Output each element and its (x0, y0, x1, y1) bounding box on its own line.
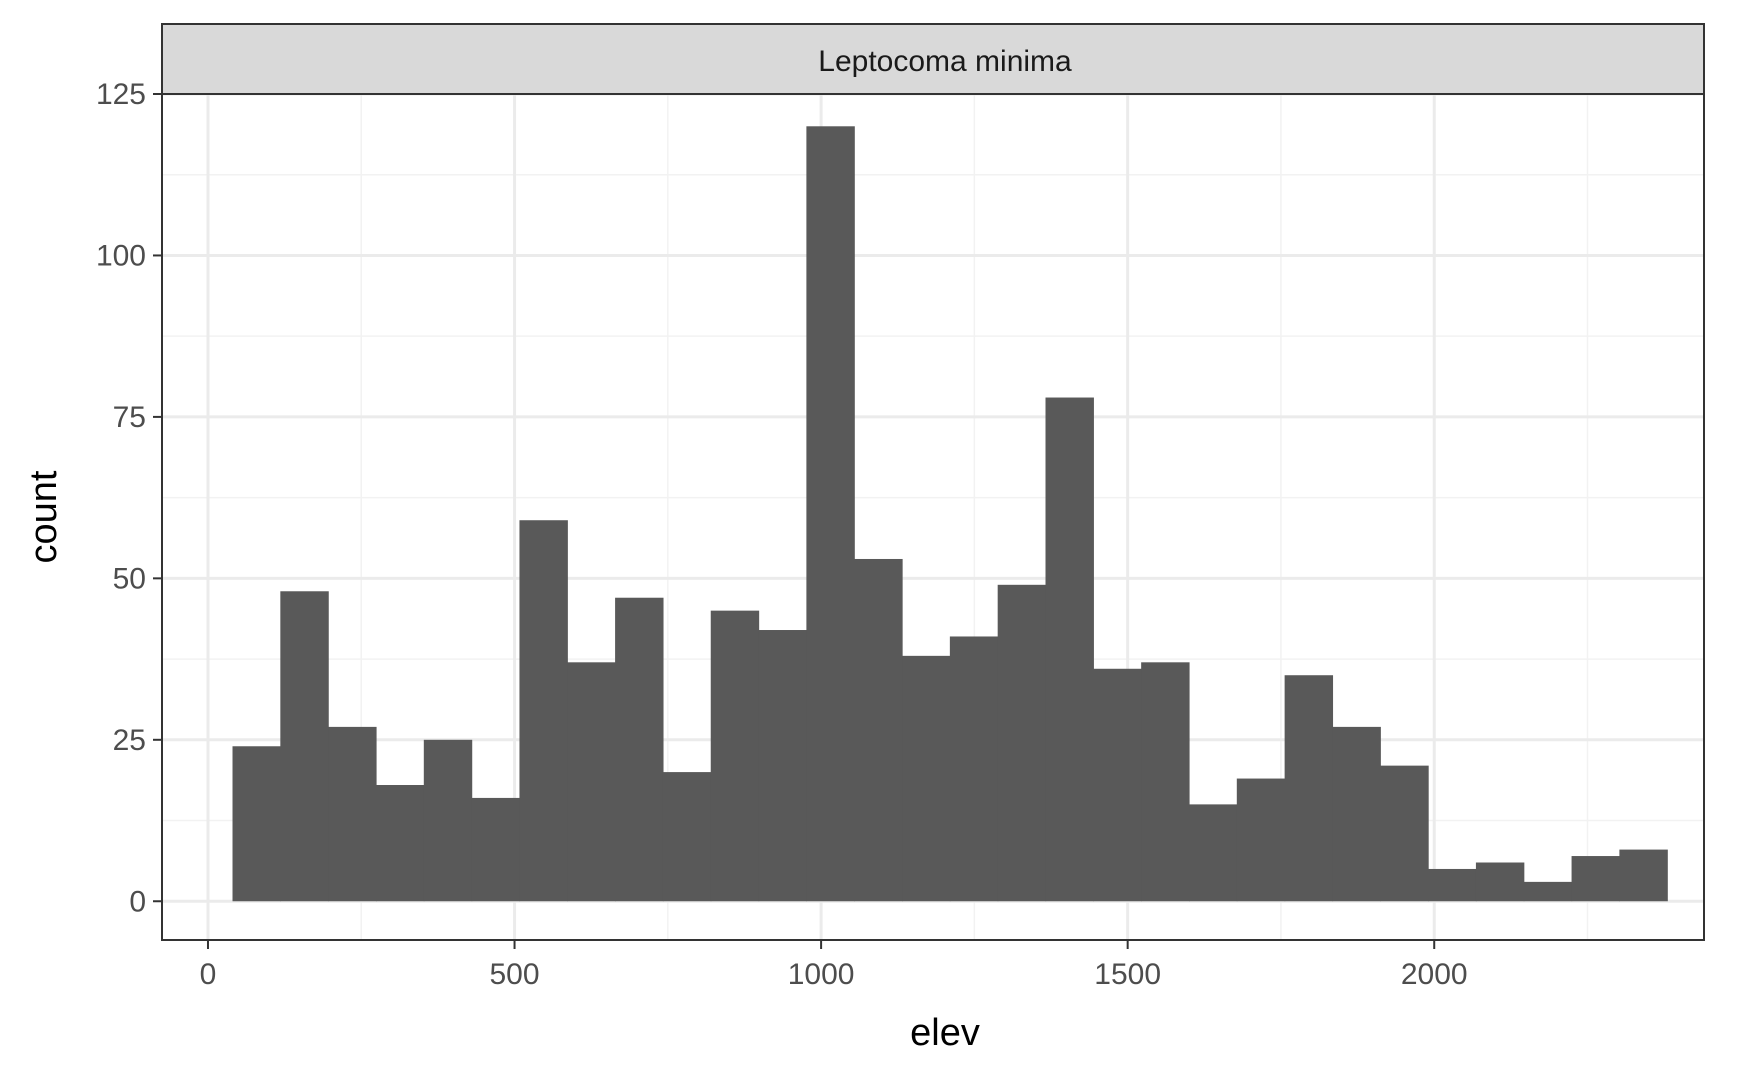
histogram-bar (1045, 397, 1094, 902)
histogram-bar (1380, 765, 1429, 902)
histogram-bar (662, 772, 712, 902)
y-tick-label: 0 (129, 885, 146, 918)
histogram-bar (806, 126, 855, 902)
y-axis-title: count (23, 470, 65, 563)
histogram-bar (1188, 804, 1238, 902)
x-tick-label: 500 (490, 958, 540, 991)
facet-strip (161, 23, 1705, 95)
histogram-bar (1141, 662, 1190, 902)
x-axis: 0 500 1000 1500 2000 (200, 940, 1468, 991)
x-tick-label: 2000 (1401, 958, 1468, 991)
histogram-bar (615, 597, 664, 902)
histogram-bar (567, 662, 616, 902)
histogram-bar (1523, 881, 1573, 902)
y-tick-label: 100 (96, 239, 146, 272)
y-tick-label: 75 (113, 401, 146, 434)
x-axis-title: elev (910, 1012, 980, 1054)
x-tick-label: 1500 (1094, 958, 1161, 991)
histogram-bars (232, 126, 1668, 902)
histogram-bar (280, 591, 329, 902)
x-tick-label: 0 (200, 958, 217, 991)
histogram-bar (1332, 726, 1381, 902)
facet-strip-label: Leptocoma minima (818, 45, 1072, 78)
histogram-bar (519, 520, 568, 902)
histogram-bar (1284, 675, 1334, 902)
histogram-bar (1619, 849, 1668, 902)
histogram-bar (232, 746, 281, 902)
histogram-bar (758, 630, 807, 902)
histogram-bar (375, 785, 425, 902)
y-tick-label: 50 (113, 562, 146, 595)
histogram-bar (1428, 868, 1477, 902)
x-tick-label: 1000 (788, 958, 855, 991)
y-tick-label: 25 (113, 724, 146, 757)
histogram-bar (423, 739, 473, 902)
histogram-bar (1571, 856, 1620, 902)
histogram-bar (1236, 778, 1286, 902)
histogram-bar (902, 655, 951, 902)
y-axis: 0 25 50 75 100 125 (96, 78, 162, 918)
histogram-bar (328, 726, 377, 902)
histogram-bar (854, 558, 903, 902)
histogram-bar (1475, 862, 1525, 902)
histogram-bar (471, 797, 521, 902)
histogram-bar (949, 636, 999, 902)
histogram-bar (1093, 668, 1142, 902)
histogram-bar (710, 610, 760, 902)
y-tick-label: 125 (96, 78, 146, 111)
histogram-bar (997, 584, 1047, 902)
